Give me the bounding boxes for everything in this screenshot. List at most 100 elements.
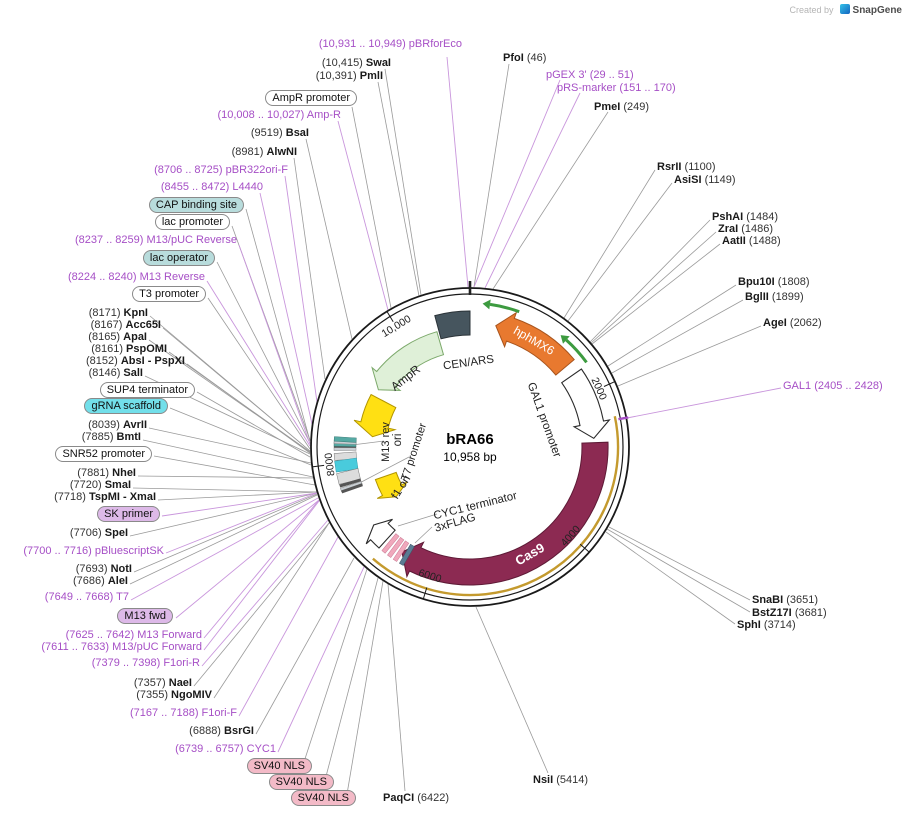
enzyme-agei[interactable]: AgeI (2062) (763, 317, 822, 329)
callout-lines-purple (130, 56, 782, 753)
callout-lines-gray (129, 63, 762, 801)
enzyme-spei[interactable]: (7706) SpeI (69, 527, 128, 539)
enzyme-apai[interactable]: (8165) ApaI (88, 331, 147, 343)
feature-label-sv40-nls-3[interactable]: SV40 NLS (290, 790, 356, 806)
feature-label-lac-operator[interactable]: lac operator (142, 250, 215, 266)
enzyme-alwni[interactable]: (8981) AlwNI (231, 146, 297, 158)
snapgene-watermark: Created by SnapGene (790, 4, 902, 16)
enzyme-sali[interactable]: (8146) SalI (88, 367, 143, 379)
feature-label-lac-promoter[interactable]: lac promoter (154, 214, 230, 230)
feature-label-ori[interactable]: ori (392, 434, 404, 447)
scale-ticks (312, 281, 616, 600)
enzyme-zrai[interactable]: ZraI (1486) (718, 223, 774, 235)
enzyme-sphi[interactable]: SphI (3714) (737, 619, 796, 631)
enzyme-asisi[interactable]: AsiSI (1149) (674, 174, 736, 186)
enzyme-absi-pspxi[interactable]: (8152) AbsI - PspXI (85, 355, 185, 367)
primer-label-pbrforeco[interactable]: (10,931 .. 10,949) pBRforEco (318, 38, 462, 50)
primer-label-m13-puc-forward[interactable]: (7611 .. 7633) M13/pUC Forward (41, 641, 202, 653)
sv40-nls-block-1[interactable] (392, 540, 410, 562)
cen-ars-block[interactable] (434, 310, 471, 340)
enzyme-avrii[interactable]: (8039) AvrII (88, 419, 147, 431)
enzyme-pmli[interactable]: (10,391) PmlI (315, 70, 383, 82)
primer-label-m13-puc-reverse[interactable]: (8237 .. 8259) M13/pUC Reverse (74, 234, 237, 246)
cap-binding-site-block[interactable] (333, 436, 357, 443)
enzyme-pfoi[interactable]: PfoI (46) (503, 52, 547, 64)
primer-label-pgex3[interactable]: pGEX 3' (29 .. 51) (546, 69, 634, 81)
primer-label-prs-marker[interactable]: pRS-marker (151 .. 170) (557, 82, 676, 94)
enzyme-pspomi[interactable]: (8161) PspOMI (91, 343, 167, 355)
feature-label-sup4-terminator[interactable]: SUP4 terminator (99, 382, 195, 398)
grna-scaffold-block[interactable] (334, 457, 359, 473)
enzyme-swai[interactable]: (10,415) SwaI (321, 57, 391, 69)
enzyme-smai[interactable]: (7720) SmaI (69, 479, 131, 491)
enzyme-bglii[interactable]: BglII (1899) (745, 291, 804, 303)
primer-label-m13-reverse[interactable]: (8224 .. 8240) M13 Reverse (68, 271, 205, 283)
sv40-nls-block-3[interactable] (381, 533, 400, 554)
feature-label-snr52-promoter[interactable]: SNR52 promoter (55, 446, 152, 462)
enzyme-aatii[interactable]: AatII (1488) (722, 235, 781, 247)
plasmid-size: 10,958 bp (443, 450, 497, 464)
hphmx6-arrow[interactable] (495, 311, 575, 376)
feature-label-ampr-promoter[interactable]: AmpR promoter (265, 90, 357, 106)
feature-label-sv40-nls-1[interactable]: SV40 NLS (246, 758, 312, 774)
green-arrow-left-head (482, 299, 491, 310)
feature-label-grna-scaffold[interactable]: gRNA scaffold (84, 398, 168, 414)
enzyme-nhei[interactable]: (7881) NheI (77, 467, 136, 479)
enzyme-bsrgi[interactable]: (6888) BsrGI (189, 725, 254, 737)
enzyme-pmei[interactable]: PmeI (249) (594, 101, 650, 113)
green-arrow-left[interactable] (489, 302, 520, 314)
enzyme-kpni[interactable]: (8171) KpnI (88, 307, 148, 319)
orf-gold-arc[interactable] (372, 415, 620, 597)
feature-label-t3-promoter[interactable]: T3 promoter (132, 286, 206, 302)
feature-label-sk-primer[interactable]: SK primer (97, 506, 160, 522)
enzyme-paqci[interactable]: PaqCI (6422) (383, 792, 450, 804)
enzyme-pshai[interactable]: PshAI (1484) (712, 211, 779, 223)
primer-label-pbr322ori-f[interactable]: (8706 .. 8725) pBR322ori-F (154, 164, 288, 176)
feature-label-m13-rev[interactable]: M13 rev (380, 422, 392, 462)
primer-label-cyc1[interactable]: (6739 .. 6757) CYC1 (175, 743, 276, 755)
enzyme-tspmi-xmai[interactable]: (7718) TspMI - XmaI (54, 491, 156, 503)
feature-label-m13-fwd[interactable]: M13 fwd (117, 608, 173, 624)
enzyme-bmti[interactable]: (7885) BmtI (81, 431, 141, 443)
enzyme-bpu10i[interactable]: Bpu10I (1808) (738, 276, 810, 288)
primer-label-pbluescriptsk[interactable]: (7700 .. 7716) pBluescriptSK (23, 545, 164, 557)
feature-label-sv40-nls-2[interactable]: SV40 NLS (268, 774, 334, 790)
enzyme-ngomiv[interactable]: (7355) NgoMIV (136, 689, 212, 701)
enzyme-rsrii[interactable]: RsrII (1100) (657, 161, 716, 173)
plasmid-name: bRA66 (446, 431, 494, 448)
snapgene-logo-icon (839, 4, 850, 14)
enzyme-naei[interactable]: (7357) NaeI (133, 677, 192, 689)
m13-fwd-primer-block[interactable] (341, 483, 363, 494)
ori-arrow[interactable] (353, 393, 397, 438)
sv40-nls-block-2[interactable] (387, 537, 405, 558)
enzyme-alei[interactable]: (7686) AleI (72, 575, 128, 587)
gal1-primer-mark[interactable] (618, 416, 629, 421)
primer-label-t7[interactable]: (7649 .. 7668) T7 (44, 591, 129, 603)
enzyme-bstz17i[interactable]: BstZ17I (3681) (752, 607, 827, 619)
cas9-arrow[interactable] (401, 441, 609, 586)
primer-label-gal1[interactable]: GAL1 (2405 .. 2428) (783, 380, 883, 392)
feature-label-gal1-promoter[interactable]: GAL1 promoter (525, 381, 563, 459)
primer-label-amp-r[interactable]: (10,008 .. 10,027) Amp-R (217, 109, 341, 121)
feature-label-cen-ars[interactable]: CEN/ARS (442, 353, 495, 372)
enzyme-nsii[interactable]: NsiI (5414) (533, 774, 589, 786)
primer-label-m13-forward[interactable]: (7625 .. 7642) M13 Forward (65, 629, 202, 641)
ampr-arrow[interactable] (371, 331, 445, 391)
f1-ori-arrow[interactable] (374, 471, 408, 499)
enzyme-noti[interactable]: (7693) NotI (75, 563, 132, 575)
sk-primer-block[interactable] (339, 478, 362, 488)
snapgene-brand: SnapGene (852, 5, 902, 16)
primer-label-l4440[interactable]: (8455 .. 8472) L4440 (160, 181, 263, 193)
feature-label-t7-promoter[interactable]: T7 promoter (399, 421, 429, 482)
enzyme-snabi[interactable]: SnaBI (3651) (752, 594, 819, 606)
enzyme-acc65i[interactable]: (8167) Acc65I (90, 319, 161, 331)
feature-label-cap-binding-site[interactable]: CAP binding site (148, 197, 244, 213)
primer-label-f1ori-f[interactable]: (7167 .. 7188) F1ori-F (129, 707, 237, 719)
tick-label-8000: 8000 (323, 452, 338, 477)
primer-label-f1ori-r[interactable]: (7379 .. 7398) F1ori-R (91, 657, 200, 669)
gal1-promoter-arrow[interactable] (560, 368, 611, 440)
cyc1-terminator-arrow[interactable] (365, 518, 396, 549)
enzyme-bsai[interactable]: (9519) BsaI (250, 127, 309, 139)
flag-3x-block[interactable] (399, 543, 415, 566)
